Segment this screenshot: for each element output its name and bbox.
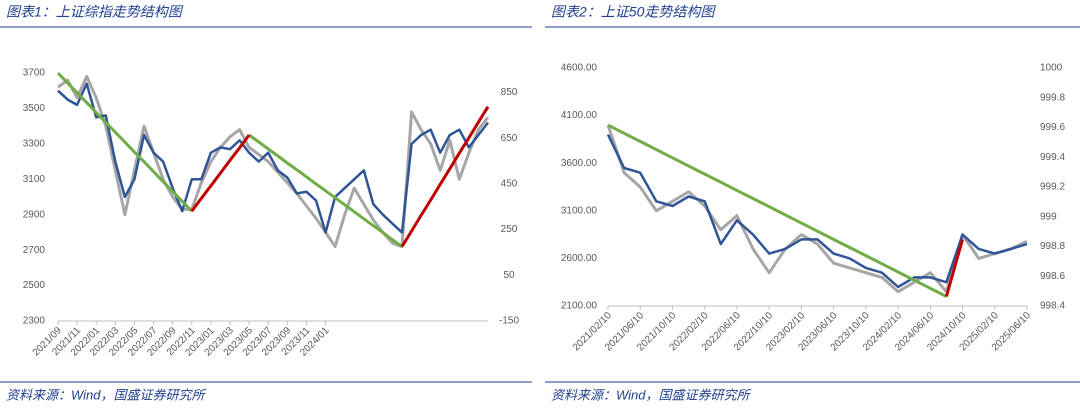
y-tick-label: 2100.00	[561, 301, 598, 312]
chart-title: 图表1：上证综指走势结构图	[6, 4, 184, 20]
series-line	[56, 71, 403, 248]
y-tick-label: 2600.00	[561, 253, 598, 264]
y-tick-label: 2300	[23, 316, 46, 327]
y2-tick-label: 999.8	[1040, 92, 1065, 103]
y2-tick-label: 450	[501, 178, 518, 189]
y-tick-label: 3100.00	[561, 205, 598, 216]
y-tick-label: 4100.00	[561, 110, 598, 121]
source-note: 资料来源：Wind，国盛证券研究所	[551, 387, 752, 402]
y2-tick-label: 999.6	[1040, 122, 1065, 133]
y2-tick-label: 999	[1040, 211, 1057, 222]
series-line	[190, 105, 490, 248]
y2-tick-label: 998.6	[1040, 271, 1065, 282]
y-tick-label: 3700	[23, 68, 46, 79]
y2-tick-label: 250	[501, 224, 518, 235]
y2-tick-label: -150	[499, 316, 519, 327]
y2-tick-label: 1000	[1040, 63, 1063, 74]
y2-tick-label: 50	[503, 270, 515, 281]
y2-tick-label: 999.2	[1040, 182, 1065, 193]
y2-tick-label: 650	[501, 133, 518, 144]
y-tick-label: 2900	[23, 209, 46, 220]
series-line	[606, 134, 1028, 289]
y-tick-label: 3100	[23, 174, 46, 185]
series-line	[944, 238, 964, 297]
y2-tick-label: 998.4	[1040, 301, 1065, 312]
series-line	[57, 75, 490, 249]
y2-tick-label: 998.8	[1040, 241, 1065, 252]
y2-tick-label: 999.4	[1040, 152, 1065, 163]
series-line	[606, 124, 1028, 294]
y-tick-label: 3600.00	[561, 158, 598, 169]
source-note: 资料来源：Wind，国盛证券研究所	[6, 387, 207, 402]
y-tick-label: 4600.00	[561, 63, 598, 74]
y-tick-label: 3300	[23, 138, 46, 149]
y-tick-label: 2500	[23, 280, 46, 291]
y-tick-label: 3500	[23, 103, 46, 114]
y2-tick-label: 850	[501, 87, 518, 98]
chart-title: 图表2：上证50走势结构图	[551, 4, 716, 20]
y-tick-label: 2700	[23, 245, 46, 256]
series-line	[607, 123, 948, 298]
series-line	[57, 82, 489, 234]
